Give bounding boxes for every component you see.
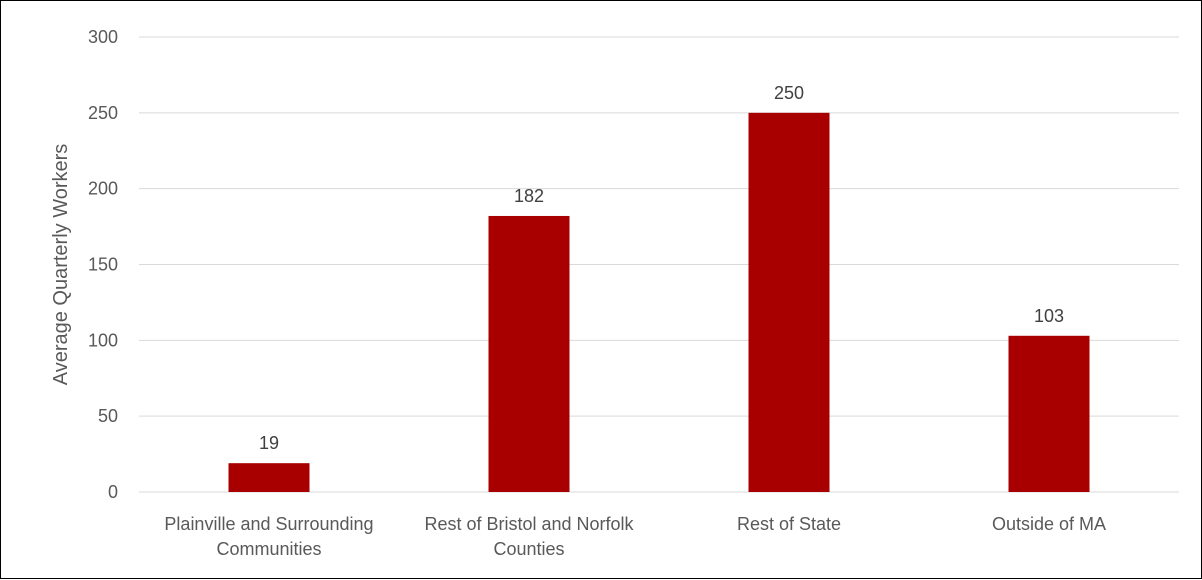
x-tick-label: Outside of MA (992, 514, 1106, 534)
y-tick-label: 200 (88, 179, 118, 199)
x-axis-ticks: Plainville and Surrounding Communities Res… (164, 514, 1106, 559)
x-tick-label: Plainville and Surrounding Communities (164, 514, 373, 559)
data-labels: 19 182 250 103 (259, 83, 1064, 453)
y-axis-title: Average Quarterly Workers (50, 144, 72, 386)
bar (488, 215, 570, 492)
y-tick-label: 100 (88, 330, 118, 350)
bar (748, 112, 830, 492)
x-tick-label: Rest of Bristol and Norfolk Counties (424, 514, 634, 559)
gridlines (139, 36, 1179, 493)
y-tick-label: 50 (98, 406, 118, 426)
data-label: 182 (514, 186, 544, 206)
y-tick-label: 300 (88, 27, 118, 47)
y-tick-label: 0 (108, 482, 118, 502)
y-axis-ticks: 0 50 100 150 200 250 300 (88, 27, 118, 502)
data-label: 250 (774, 83, 804, 103)
bar (228, 463, 310, 492)
bars (228, 112, 1090, 492)
bar (1008, 335, 1090, 492)
y-tick-label: 250 (88, 103, 118, 123)
data-label: 103 (1034, 306, 1064, 326)
y-tick-label: 150 (88, 255, 118, 275)
data-label: 19 (259, 433, 279, 453)
x-tick-label: Rest of State (737, 514, 841, 534)
